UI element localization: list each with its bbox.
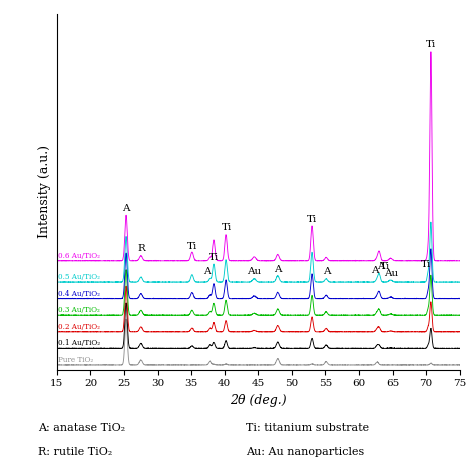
- Text: Ti: Ti: [421, 260, 431, 269]
- Text: Ti: Ti: [222, 223, 232, 232]
- Text: Ti: Ti: [209, 253, 219, 262]
- Text: A: A: [203, 267, 211, 276]
- Text: 0.5 Au/TiO₂: 0.5 Au/TiO₂: [58, 273, 100, 281]
- Text: A: anatase TiO₂: A: anatase TiO₂: [38, 423, 125, 433]
- Text: Ti: Ti: [380, 262, 391, 271]
- Text: Ti: Ti: [426, 40, 436, 49]
- Text: Au: Au: [247, 267, 261, 276]
- Text: Au: Au nanoparticles: Au: Au nanoparticles: [246, 447, 365, 457]
- Text: R: rutile TiO₂: R: rutile TiO₂: [38, 447, 112, 457]
- Text: A: A: [377, 262, 385, 271]
- Text: A: A: [372, 266, 379, 275]
- Text: 0.4 Au/TiO₂: 0.4 Au/TiO₂: [58, 290, 100, 298]
- Text: 0.1 Au/TiO₂: 0.1 Au/TiO₂: [58, 339, 100, 347]
- Text: A: A: [122, 204, 130, 213]
- Text: 0.2 Au/TiO₂: 0.2 Au/TiO₂: [58, 323, 100, 331]
- Text: A: A: [274, 264, 282, 273]
- Text: Ti: titanium substrate: Ti: titanium substrate: [246, 423, 370, 433]
- X-axis label: 2θ (deg.): 2θ (deg.): [230, 394, 287, 407]
- Text: 0.3 Au/TiO₂: 0.3 Au/TiO₂: [58, 306, 100, 314]
- Text: Pure TiO₂: Pure TiO₂: [58, 356, 93, 364]
- Text: Ti: Ti: [307, 215, 317, 224]
- Text: Au: Au: [384, 269, 398, 278]
- Text: A: A: [323, 267, 330, 276]
- Text: R: R: [137, 245, 146, 254]
- Text: Ti: Ti: [187, 242, 197, 251]
- Y-axis label: Intensity (a.u.): Intensity (a.u.): [38, 146, 51, 238]
- Text: 0.6 Au/TiO₂: 0.6 Au/TiO₂: [58, 252, 100, 260]
